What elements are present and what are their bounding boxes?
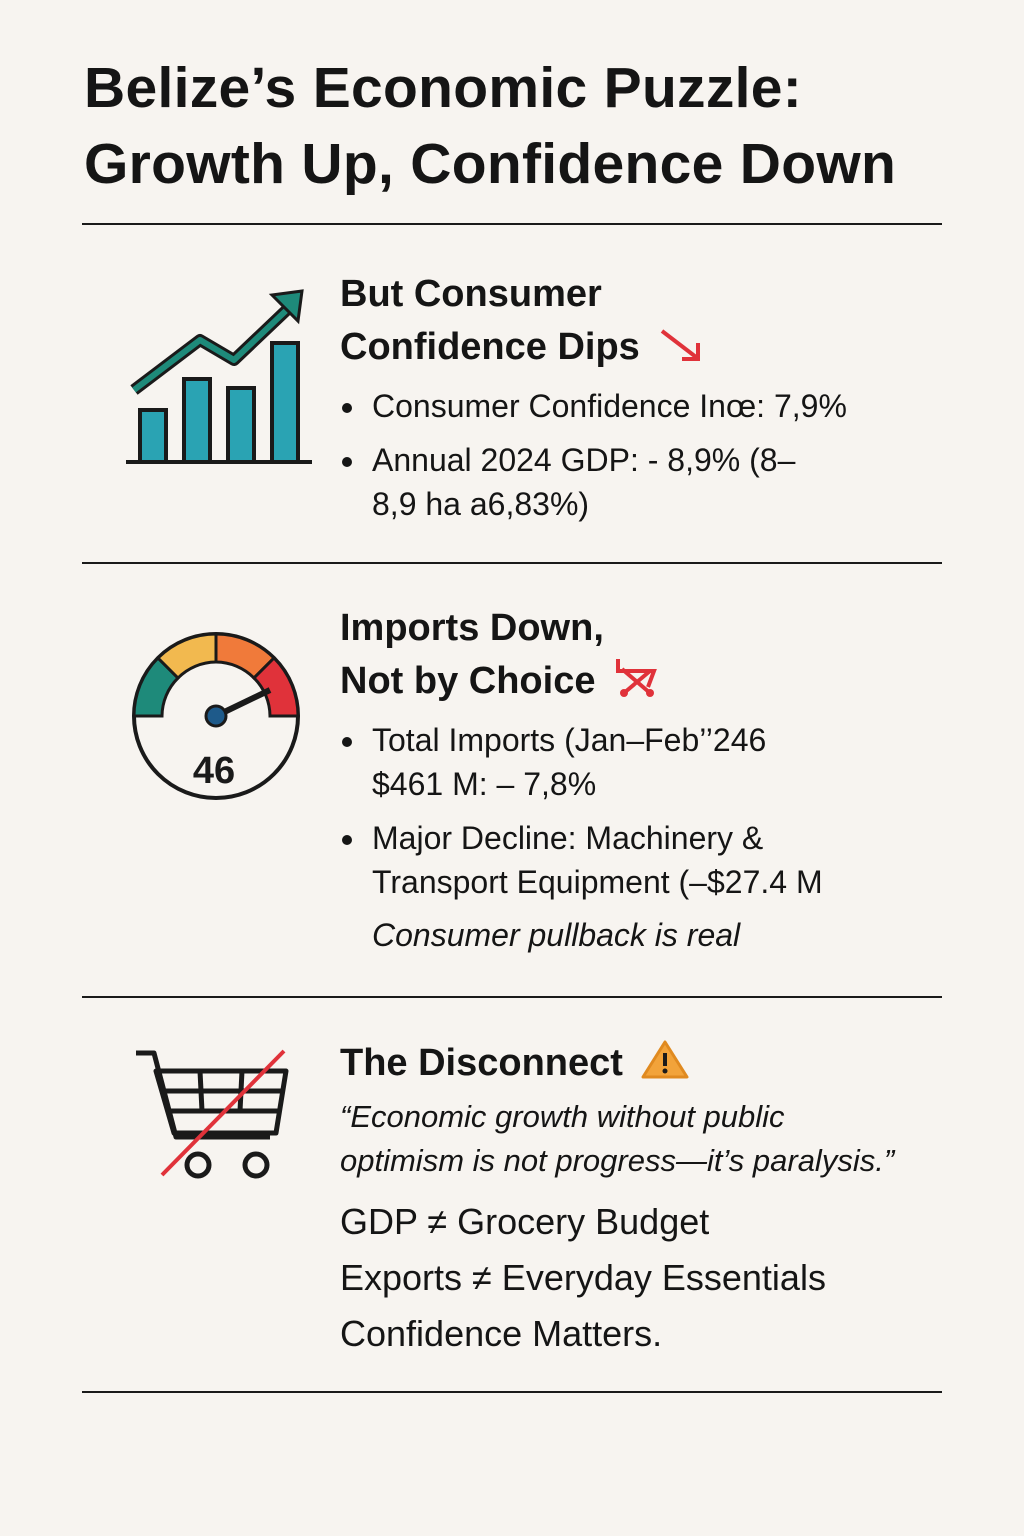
page-title: Belize’s Economic Puzzle: Growth Up, Con… <box>84 50 896 202</box>
warning-icon <box>641 1040 689 1079</box>
list-item: Consumer Confidence Inœ: 7,9% <box>340 384 930 428</box>
divider <box>82 223 942 225</box>
section2-heading: Imports Down, Not by Choice <box>340 602 660 708</box>
section2-note: Consumer pullback is real <box>372 917 741 953</box>
quote-line: “Economic growth without public <box>340 1099 785 1134</box>
gauge-value: 46 <box>193 750 235 792</box>
down-arrow-icon <box>661 329 701 361</box>
section3-statements: GDP ≠ Grocery Budget Exports ≠ Everyday … <box>340 1194 826 1362</box>
quote-line: optimism is not progress—it’s paralysis.… <box>340 1143 895 1178</box>
growth-bar-chart-icon <box>126 289 312 464</box>
cart-crossed-icon <box>616 659 657 697</box>
statement: Exports ≠ Everyday Essentials <box>340 1257 826 1298</box>
divider <box>82 996 942 998</box>
section3-heading: The Disconnect <box>340 1037 690 1090</box>
heading-line: But Consumer <box>340 273 602 315</box>
heading-line: Imports Down, <box>340 607 604 649</box>
section2-bullets: Total Imports (Jan–Feb’’246 $461 M: – 7,… <box>340 718 880 914</box>
divider <box>82 1391 942 1393</box>
divider <box>82 562 942 564</box>
title-line-1: Belize’s Economic Puzzle: <box>84 56 803 120</box>
section1-bullets: Consumer Confidence Inœ: 7,9% Annual 202… <box>340 384 930 536</box>
heading-line: Confidence Dips <box>340 326 640 368</box>
section3-quote: “Economic growth without public optimism… <box>340 1095 894 1183</box>
list-item: Total Imports (Jan–Feb’’246 $461 M: – 7,… <box>340 718 842 806</box>
list-item: Major Decline: Machinery & Transport Equ… <box>340 816 880 904</box>
shopping-cart-crossed-icon <box>136 1049 289 1179</box>
statement: GDP ≠ Grocery Budget <box>340 1201 710 1242</box>
title-line-2: Growth Up, Confidence Down <box>84 132 897 196</box>
gauge-icon: 46 <box>132 632 300 800</box>
section1-heading: But Consumer Confidence Dips <box>340 268 706 374</box>
list-item: Annual 2024 GDP: - 8,9% (8–8,9 ha a6,83%… <box>340 438 802 526</box>
statement: Confidence Matters. <box>340 1313 663 1354</box>
heading-text: The Disconnect <box>340 1042 623 1084</box>
heading-line: Not by Choice <box>340 660 596 702</box>
